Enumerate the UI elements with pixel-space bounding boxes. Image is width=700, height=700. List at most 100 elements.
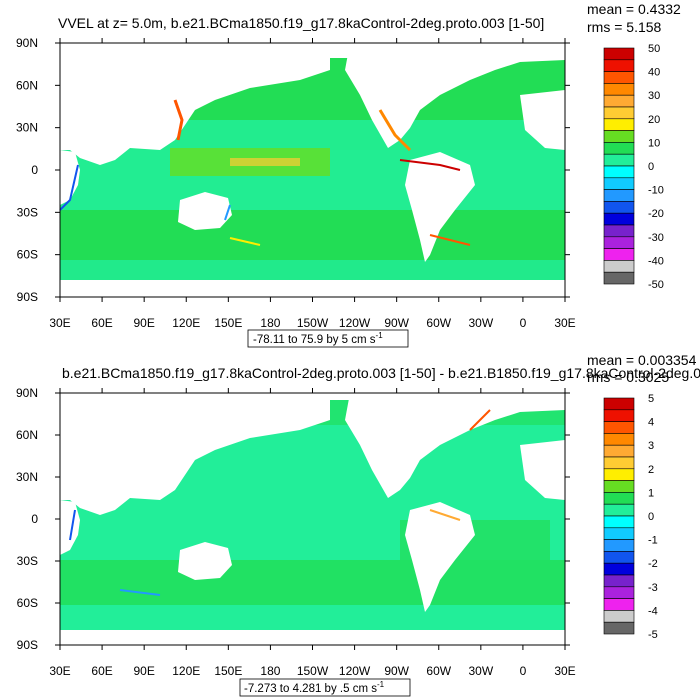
bottom-land-asia: [60, 393, 330, 515]
y-tick-label: 0: [31, 163, 38, 177]
top-land-south-america: [405, 152, 475, 262]
x-tick-label: 30E: [49, 664, 70, 678]
colorbar-swatch: [603, 433, 635, 446]
y-tick-label: 30S: [17, 554, 38, 568]
x-tick-label: 60E: [91, 664, 112, 678]
x-tick-label: 0: [520, 316, 527, 330]
bottom-land-north-america: [345, 393, 565, 498]
y-tick-label: 60S: [17, 248, 38, 262]
y-tick-label: 90N: [16, 386, 38, 400]
top-land-asia: [60, 43, 330, 165]
colorbar-label: 0: [648, 161, 654, 173]
x-tick-label: 150W: [297, 316, 329, 330]
x-tick-label: 150E: [214, 664, 242, 678]
colorbar-swatch: [603, 421, 635, 434]
colorbar-label: 0: [648, 511, 654, 523]
colorbar-label: -10: [648, 185, 664, 197]
x-tick-label: 60E: [91, 316, 112, 330]
colorbar-swatch: [603, 83, 635, 96]
y-tick-label: 60N: [16, 78, 38, 92]
bottom-land-south-america: [405, 502, 475, 612]
colorbar-swatch: [603, 492, 635, 505]
colorbar-swatch: [603, 539, 635, 552]
colorbar-swatch: [603, 586, 635, 599]
top-colorbar: 50 40 30 20 10 0 -10 -20 -30 -40 -50: [603, 43, 664, 291]
y-tick-label: 60S: [17, 596, 38, 610]
colorbar-swatch: [603, 562, 635, 576]
top-land-north-america: [345, 43, 565, 148]
colorbar-swatch: [603, 224, 635, 238]
colorbar-label: 50: [648, 43, 660, 55]
colorbar-swatch: [603, 271, 635, 285]
colorbar-label: 1: [648, 487, 654, 499]
top-panel-rms: rms = 5.158: [587, 19, 662, 35]
colorbar-label: -2: [648, 558, 658, 570]
x-tick-label: 120E: [172, 664, 200, 678]
bottom-range-box: -7.273 to 4.281 by .5 cm s-1: [239, 678, 411, 697]
x-tick-label: 150W: [297, 664, 329, 678]
bottom-range-label: -7.273 to 4.281 by .5 cm s: [244, 683, 377, 695]
colorbar-swatch: [603, 468, 635, 481]
colorbar-label: 4: [648, 417, 654, 429]
svg-text:-7.273 to 4.281 by .5 cm s-1: -7.273 to 4.281 by .5 cm s-1: [244, 680, 385, 695]
x-tick-label: 30E: [554, 316, 575, 330]
bottom-x-ticks: 30E 60E 90E 120E 150E 180 150W 120W 90W 60W 30W 0 30…: [49, 388, 576, 678]
bottom-panel-title: b.e21.BCma1850.f19_g17.8kaControl-2deg.p…: [62, 365, 700, 381]
top-y-ticks: 90N 60N 30N 0 30S 60S 90S: [16, 36, 570, 304]
colorbar-swatch: [603, 621, 635, 635]
y-tick-label: 30N: [16, 470, 38, 484]
colorbar-swatch: [603, 260, 635, 273]
colorbar-swatch: [603, 444, 635, 458]
colorbar-swatch: [603, 142, 635, 155]
y-tick-label: 60N: [16, 428, 38, 442]
bottom-land-europe: [520, 440, 565, 500]
x-tick-label: 30W: [468, 316, 493, 330]
x-tick-label: 150E: [214, 316, 242, 330]
colorbar-label: -1: [648, 535, 658, 547]
colorbar-swatch: [603, 480, 635, 493]
x-tick-label: 30E: [49, 316, 70, 330]
bottom-y-ticks: 90N 60N 30N 0 30S 60S 90S: [16, 386, 570, 652]
colorbar-swatch: [603, 527, 635, 540]
colorbar-label: 3: [648, 440, 654, 452]
bottom-map: [59, 392, 566, 646]
colorbar-label: 5: [648, 393, 654, 405]
x-tick-label: 90W: [384, 316, 409, 330]
x-tick-label: 30E: [554, 664, 575, 678]
colorbar-label: -40: [648, 255, 664, 267]
x-tick-label: 90W: [384, 664, 409, 678]
colorbar-label: -5: [648, 629, 658, 641]
bottom-land-australia: [178, 542, 232, 580]
x-tick-label: 90E: [133, 316, 154, 330]
colorbar-label: 40: [648, 67, 660, 79]
y-tick-label: 90S: [17, 290, 38, 304]
x-tick-label: 60W: [426, 316, 451, 330]
y-tick-label: 0: [31, 512, 38, 526]
colorbar-swatch: [603, 153, 635, 167]
top-land-europe: [520, 90, 565, 150]
bottom-panel: mean = 0.003354 b.e21.BCma1850.f19_g17.8…: [16, 352, 700, 697]
svg-text:-78.11 to 75.9 by 5 cm s-1: -78.11 to 75.9 by 5 cm s-1: [253, 331, 383, 346]
colorbar-swatch: [603, 610, 635, 623]
x-tick-label: 120W: [339, 316, 371, 330]
x-tick-label: 0: [520, 664, 527, 678]
top-land-africa: [60, 150, 80, 205]
y-tick-label: 30S: [17, 205, 38, 219]
bottom-panel-mean: mean = 0.003354: [587, 352, 697, 368]
colorbar-swatch: [603, 456, 635, 470]
top-panel: VVEL at z= 5.0m, b.e21.BCma1850.f19_g17.…: [16, 1, 681, 348]
colorbar-swatch: [603, 189, 635, 202]
top-land-australia: [178, 192, 232, 230]
colorbar-swatch: [603, 212, 635, 226]
colorbar-swatch: [603, 106, 635, 120]
y-tick-label: 90S: [17, 638, 38, 652]
colorbar-label: 2: [648, 464, 654, 476]
x-tick-label: 180: [260, 664, 280, 678]
colorbar-swatch: [603, 574, 635, 588]
colorbar-label: -3: [648, 582, 658, 594]
colorbar-swatch: [603, 598, 635, 611]
top-range-label: -78.11 to 75.9 by 5 cm s: [253, 334, 376, 346]
colorbar-label: 20: [648, 114, 660, 126]
colorbar-swatch: [603, 397, 635, 411]
